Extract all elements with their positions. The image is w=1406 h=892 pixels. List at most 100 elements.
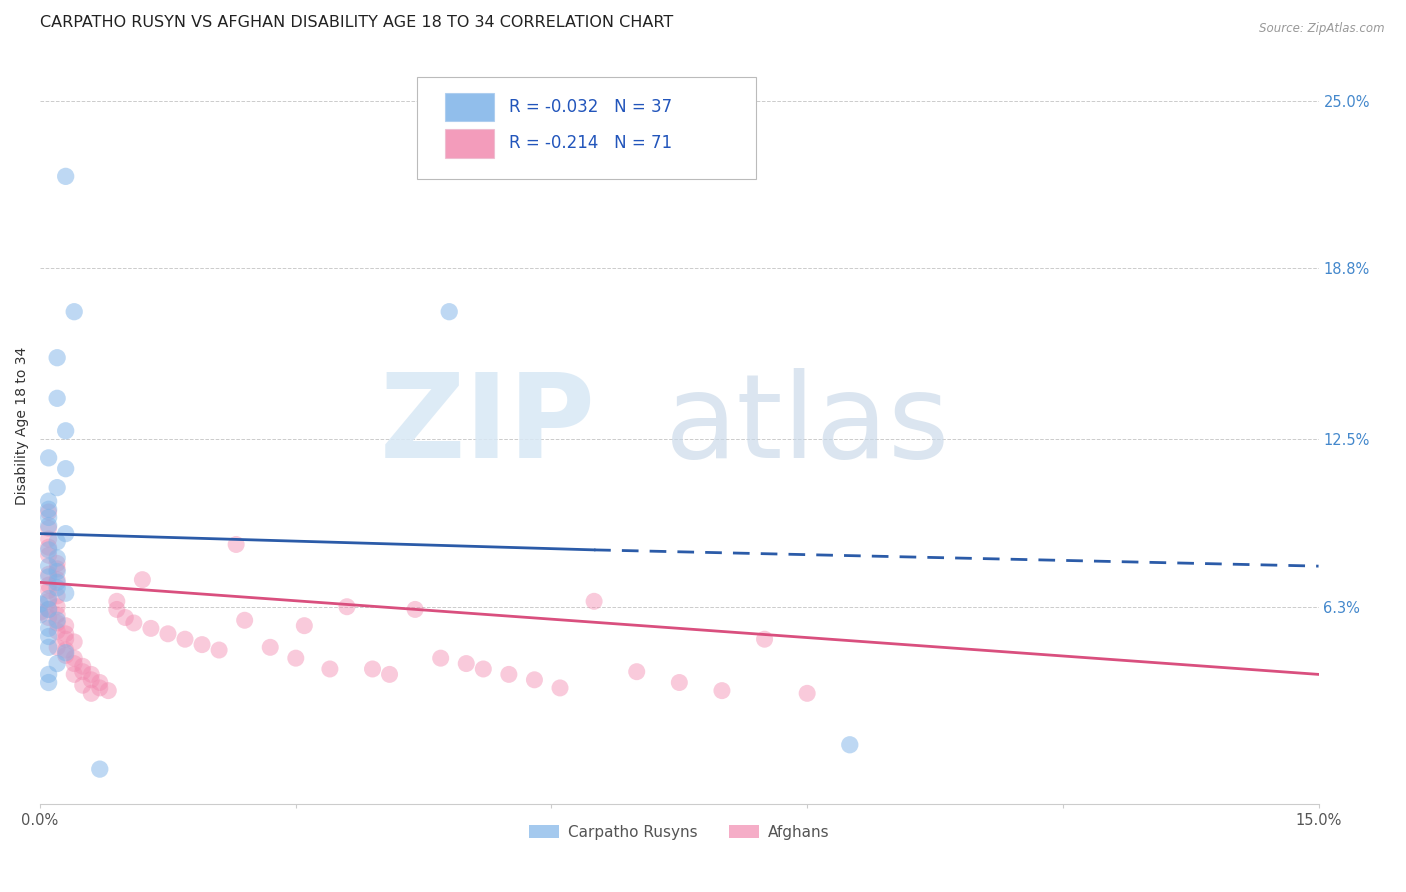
Point (284, 651, 307, 665)
Point (668, 675, 690, 690)
Point (38, 542, 60, 557)
Point (55, 643, 77, 657)
Point (292, 618, 315, 632)
Point (404, 602, 426, 616)
Point (38, 630, 60, 644)
Point (46, 624, 69, 638)
Text: atlas: atlas (665, 368, 950, 483)
Point (38, 610, 60, 624)
Point (498, 667, 520, 681)
Point (38, 510, 60, 524)
Point (754, 632, 776, 647)
Point (55, 169, 77, 184)
Point (55, 646, 77, 660)
Point (46, 562, 69, 576)
Point (38, 518, 60, 533)
Point (710, 683, 733, 698)
Point (361, 662, 384, 676)
Point (583, 594, 606, 608)
Legend: Carpatho Rusyns, Afghans: Carpatho Rusyns, Afghans (523, 819, 837, 846)
Point (63, 657, 86, 671)
Point (38, 450, 60, 465)
Point (55, 461, 77, 475)
Point (122, 615, 145, 630)
FancyBboxPatch shape (418, 77, 756, 179)
Bar (446, 93, 494, 121)
Point (336, 599, 359, 614)
Point (114, 610, 136, 624)
Point (63, 667, 86, 681)
Point (131, 573, 153, 587)
Point (626, 665, 648, 679)
Point (46, 565, 69, 579)
Point (46, 534, 69, 549)
Point (38, 559, 60, 574)
Point (97, 683, 120, 698)
Text: R = -0.214   N = 71: R = -0.214 N = 71 (509, 135, 672, 153)
Point (233, 613, 256, 627)
Point (548, 681, 571, 695)
Point (225, 537, 247, 551)
Text: ZIP: ZIP (380, 368, 596, 483)
Text: Source: ZipAtlas.com: Source: ZipAtlas.com (1260, 22, 1385, 36)
Point (437, 304, 460, 318)
Point (46, 481, 69, 495)
Point (156, 627, 179, 641)
Point (72, 659, 94, 673)
Point (46, 615, 69, 630)
Point (796, 686, 818, 700)
Point (46, 613, 69, 627)
Point (63, 304, 86, 318)
Point (429, 651, 451, 665)
Point (63, 635, 86, 649)
Point (72, 678, 94, 692)
Point (55, 424, 77, 438)
Point (63, 651, 86, 665)
Point (472, 662, 495, 676)
Point (89, 762, 111, 776)
Point (523, 673, 546, 687)
Point (46, 551, 69, 566)
Point (259, 640, 281, 655)
Point (38, 594, 60, 608)
Point (38, 621, 60, 635)
Point (46, 351, 69, 365)
Point (38, 602, 60, 616)
Point (46, 392, 69, 406)
Point (38, 521, 60, 535)
Point (46, 607, 69, 622)
Point (38, 583, 60, 598)
Bar (446, 129, 494, 158)
Point (55, 526, 77, 541)
Point (38, 570, 60, 584)
Point (30, 605, 52, 619)
Point (30, 597, 52, 611)
Point (105, 602, 128, 616)
Point (319, 662, 342, 676)
Point (139, 621, 162, 635)
Point (38, 640, 60, 655)
Point (55, 618, 77, 632)
Point (38, 675, 60, 690)
Point (38, 505, 60, 519)
Point (46, 657, 69, 671)
Point (55, 632, 77, 647)
Point (46, 589, 69, 603)
Point (105, 594, 128, 608)
Point (38, 591, 60, 606)
Point (838, 738, 860, 752)
Point (72, 665, 94, 679)
Point (378, 667, 401, 681)
Text: R = -0.032   N = 37: R = -0.032 N = 37 (509, 98, 672, 116)
Point (38, 532, 60, 546)
Point (30, 607, 52, 622)
Point (89, 681, 111, 695)
Point (46, 599, 69, 614)
Point (456, 657, 478, 671)
Point (55, 627, 77, 641)
Point (80, 686, 103, 700)
Point (55, 648, 77, 663)
Point (55, 586, 77, 600)
Point (191, 638, 214, 652)
Point (38, 602, 60, 616)
